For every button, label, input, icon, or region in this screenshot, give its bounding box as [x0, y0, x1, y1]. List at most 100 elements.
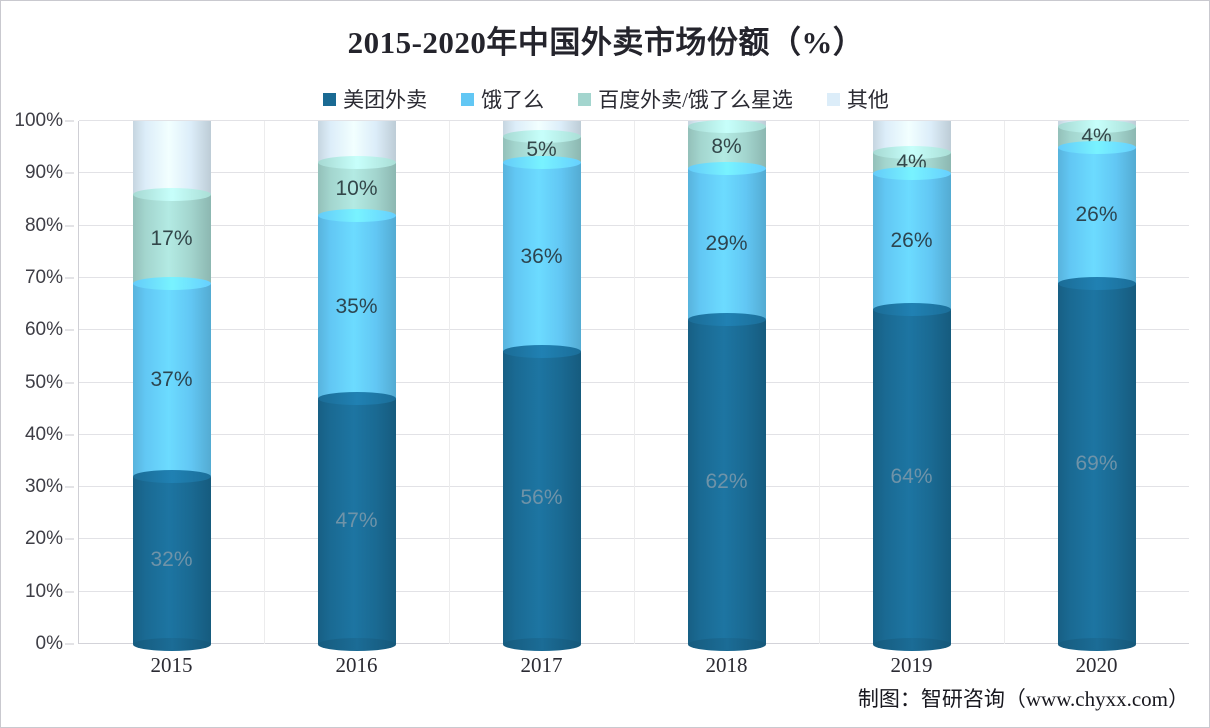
- x-axis-tick-label: 2018: [705, 653, 748, 677]
- legend-swatch-icon: [461, 92, 475, 106]
- bar-segment-cap: [872, 145, 951, 159]
- legend-swatch-icon: [826, 92, 840, 106]
- bar-segment-body: [687, 168, 766, 320]
- bar-group-2019[interactable]: 64% 26% 4%: [872, 121, 951, 651]
- bar-segment-body: [502, 162, 581, 352]
- bar-segment-cap: [872, 302, 951, 316]
- category-separator: [634, 121, 635, 644]
- bar-group-2016[interactable]: 47% 35% 10%: [317, 121, 396, 651]
- bar-segment-cap: [687, 161, 766, 175]
- y-axis-tickmark: [65, 486, 74, 488]
- bar-segment-body: [317, 162, 396, 216]
- bar-segment-cap: [1057, 276, 1136, 290]
- bar-segment-cap: [872, 166, 951, 180]
- bar-segment-cap: [132, 470, 211, 484]
- y-axis-tickmark: [65, 591, 74, 593]
- bar-segment-foot: [132, 637, 211, 651]
- legend-label: 百度外卖/饿了么星选: [598, 88, 793, 112]
- bar-group-2017[interactable]: 56% 36% 5%: [502, 121, 581, 651]
- x-axis-tick-label: 2019: [890, 653, 933, 677]
- bar-segment[interactable]: 17%: [132, 187, 211, 284]
- legend-swatch-icon: [323, 92, 337, 106]
- x-axis-tick-label: 2015: [150, 653, 193, 677]
- bar-segment[interactable]: 26%: [1057, 140, 1136, 284]
- bar-segment-body: [132, 194, 211, 284]
- y-axis-tick-label: 20%: [24, 528, 63, 550]
- bar-segment-cap: [1057, 140, 1136, 154]
- category-separator: [264, 121, 265, 644]
- bar-segment[interactable]: 64%: [872, 302, 951, 651]
- x-axis-tick-label: 2020: [1075, 653, 1118, 677]
- bar-segment-foot: [872, 637, 951, 651]
- bar-segment-cap: [687, 313, 766, 327]
- bar-segment[interactable]: [317, 121, 396, 163]
- legend-label: 饿了么: [481, 88, 545, 112]
- bar-segment[interactable]: 32%: [132, 470, 211, 651]
- x-axis-tick-label: 2016: [335, 653, 378, 677]
- bar-segment-cap: [1057, 119, 1136, 133]
- bar-group-2020[interactable]: 69% 26% 4%: [1057, 119, 1136, 651]
- legend-item-3[interactable]: 其他: [826, 84, 889, 114]
- y-axis-tick-label: 0%: [35, 633, 63, 654]
- y-axis-tick-label: 60%: [24, 319, 63, 341]
- bar-segment-body: [872, 173, 951, 310]
- plot-area: 32% 37% 17% 47% 35% 10% 56% 36% 5% 62% 29% 8% 64% 26%…: [79, 119, 1189, 651]
- category-separator: [1004, 121, 1005, 644]
- bar-segment[interactable]: 37%: [132, 276, 211, 477]
- y-axis-tickmark: [65, 225, 74, 227]
- bar-segment[interactable]: 47%: [317, 391, 396, 651]
- chart-source-attribution: 制图：智研咨询（www.chyxx.com）: [857, 687, 1189, 711]
- bar-segment-cap: [502, 130, 581, 144]
- bar-segment-cap: [132, 276, 211, 290]
- bar-segment-body: [687, 319, 766, 644]
- bar-segment-cap: [317, 391, 396, 405]
- y-axis-line: [78, 121, 79, 644]
- bar-segment-foot: [1057, 637, 1136, 651]
- y-axis-tickmark: [65, 329, 74, 331]
- category-separator: [449, 121, 450, 644]
- y-axis-tick-label: 30%: [24, 476, 63, 498]
- bar-segment[interactable]: 56%: [502, 344, 581, 651]
- legend-item-2[interactable]: 百度外卖/饿了么星选: [578, 84, 793, 114]
- chart-legend: 美团外卖 饿了么 百度外卖/饿了么星选 其他: [1, 84, 1210, 114]
- y-axis-tick-label: 80%: [24, 214, 63, 236]
- bar-segment[interactable]: 62%: [687, 313, 766, 651]
- bar-segment[interactable]: 69%: [1057, 276, 1136, 651]
- bar-group-2015[interactable]: 32% 37% 17%: [132, 121, 211, 651]
- bar-segment-body: [1057, 147, 1136, 284]
- legend-item-0[interactable]: 美团外卖: [323, 84, 427, 114]
- bar-segment-cap: [132, 187, 211, 201]
- bar-segment-body: [872, 309, 951, 644]
- bar-segment[interactable]: 29%: [687, 161, 766, 320]
- bar-segment-body: [132, 476, 211, 644]
- bar-segment[interactable]: 35%: [317, 208, 396, 399]
- y-axis-tick-label: 70%: [24, 266, 63, 288]
- y-axis-tickmark: [65, 434, 74, 436]
- bar-segment-body: [317, 215, 396, 399]
- legend-label: 美团外卖: [343, 88, 428, 112]
- y-axis-tick-label: 50%: [24, 371, 63, 393]
- bar-segment[interactable]: 36%: [502, 156, 581, 352]
- legend-label: 其他: [846, 88, 889, 112]
- bar-segment-cap: [317, 156, 396, 170]
- bar-segment-foot: [317, 637, 396, 651]
- bar-segment-body: [687, 126, 766, 169]
- bar-segment-body: [132, 283, 211, 477]
- bar-segment[interactable]: 10%: [317, 156, 396, 216]
- y-axis-tickmark: [65, 382, 74, 383]
- bar-segment[interactable]: 26%: [872, 166, 951, 310]
- x-axis-tick-label: 2017: [520, 653, 563, 677]
- bar-segment-body: [132, 121, 211, 195]
- bar-segment-cap: [687, 119, 766, 133]
- bar-segment-foot: [687, 637, 766, 651]
- y-axis-tick-label: 10%: [24, 580, 63, 602]
- bar-segment-cap: [317, 208, 396, 222]
- chart-title: 2015-2020年中国外卖市场份额（%）: [347, 25, 865, 60]
- bar-segment-cap: [502, 344, 581, 358]
- bar-segment[interactable]: 8%: [687, 119, 766, 169]
- legend-item-1[interactable]: 饿了么: [461, 84, 544, 114]
- category-separator: [819, 121, 820, 644]
- bar-segment[interactable]: [132, 121, 211, 195]
- bar-group-2018[interactable]: 62% 29% 8%: [687, 119, 766, 651]
